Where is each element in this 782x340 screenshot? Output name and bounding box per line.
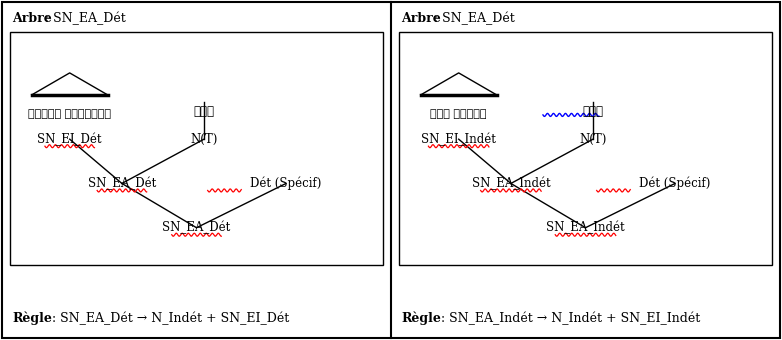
- Text: شعر: شعر: [583, 105, 604, 118]
- Text: SN_EI_Dét: SN_EI_Dét: [38, 133, 102, 146]
- Bar: [10, 32, 383, 265]
- Text: Règle: Règle: [12, 311, 52, 325]
- Text: : SN_EA_Dét → N_Indét + SN_EI_Dét: : SN_EA_Dét → N_Indét + SN_EI_Dét: [52, 311, 289, 325]
- Text: SN_EA_Indét: SN_EA_Indét: [472, 177, 551, 190]
- Text: Dét (Spécif): Dét (Spécif): [640, 177, 711, 190]
- Text: عصر جاهلي: عصر جاهلي: [430, 109, 487, 119]
- Text: : SN_EA_Dét: : SN_EA_Dét: [434, 11, 515, 25]
- Text: SN_EI_Indét: SN_EI_Indét: [421, 133, 496, 146]
- Text: Arbre: Arbre: [401, 12, 441, 24]
- Text: : SN_EA_Indét → N_Indét + SN_EI_Indét: : SN_EA_Indét → N_Indét + SN_EI_Indét: [441, 311, 700, 325]
- Text: SN_EA_Dét: SN_EA_Dét: [88, 177, 156, 190]
- Text: شعر: شعر: [193, 105, 214, 118]
- Text: SN_EA_Indét: SN_EA_Indét: [546, 221, 625, 234]
- Text: Règle: Règle: [401, 311, 441, 325]
- Bar: [399, 32, 772, 265]
- Text: N(T): N(T): [190, 133, 217, 146]
- Text: Dét (Spécif): Dét (Spécif): [250, 177, 321, 190]
- Text: SN_EA_Dét: SN_EA_Dét: [163, 221, 231, 234]
- Text: العصر الجاهلي: العصر الجاهلي: [28, 109, 111, 119]
- Text: : SN_EA_Dét: : SN_EA_Dét: [45, 11, 126, 25]
- Text: Arbre: Arbre: [12, 12, 52, 24]
- Text: N(T): N(T): [579, 133, 607, 146]
